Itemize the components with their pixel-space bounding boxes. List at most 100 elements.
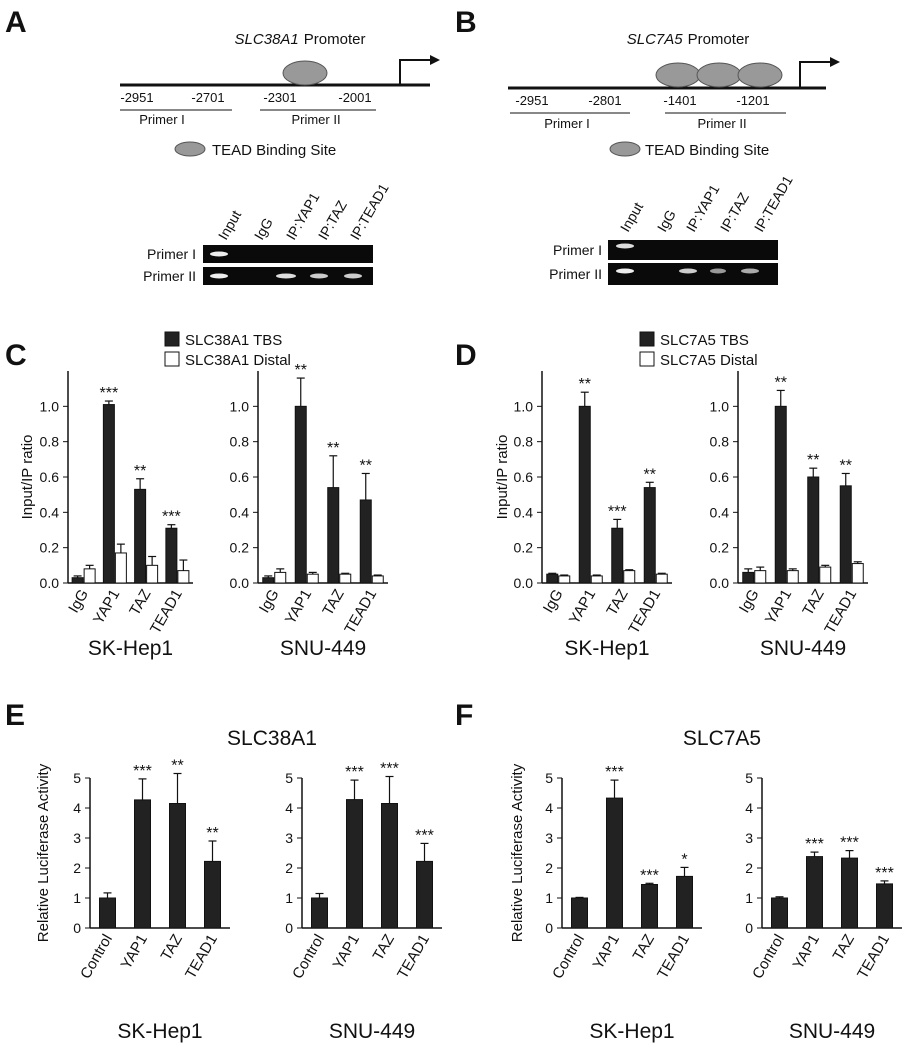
x-tick-label: TEAD1: [394, 932, 433, 982]
significance: ***: [415, 827, 434, 844]
y-tick-label: 0: [73, 920, 81, 936]
bar: [606, 797, 623, 929]
lane-label: IP:TEAD1: [751, 172, 796, 234]
tss-arrow: [799, 61, 832, 88]
legend-swatch: [164, 331, 180, 347]
bar: [146, 564, 159, 584]
bar: [262, 577, 275, 584]
y-tick-label: 1: [73, 890, 81, 906]
x-tick-label: TEAD1: [654, 932, 693, 982]
bar: [359, 499, 372, 584]
bar: [371, 575, 384, 584]
y-tick-label: 5: [745, 770, 753, 786]
x-axis-label: SK-Hep1: [117, 1020, 202, 1043]
x-tick-label: Control: [289, 932, 328, 982]
bar: [339, 573, 352, 584]
bar: [177, 570, 190, 584]
y-tick-label: 1.0: [230, 398, 250, 414]
band: [310, 273, 328, 279]
position: -1201: [736, 93, 769, 108]
y-tick-label: 1: [545, 890, 553, 906]
y-tick-label: 0.6: [514, 469, 534, 485]
significance: **: [840, 457, 852, 474]
band: [210, 251, 228, 257]
significance: ***: [100, 385, 119, 402]
significance: ***: [875, 865, 894, 882]
significance: ***: [840, 835, 859, 852]
x-tick-label: TEAD1: [821, 587, 860, 637]
x-tick-label: Control: [749, 932, 788, 982]
y-tick-label: 0.4: [514, 504, 534, 520]
panel-label: A: [5, 6, 27, 39]
band: [210, 273, 228, 279]
y-tick-label: 0: [545, 920, 553, 936]
y-tick-label: 3: [545, 830, 553, 846]
significance: ***: [805, 836, 824, 853]
legend-text: TEAD Binding Site: [645, 142, 769, 159]
position: -1401: [663, 93, 696, 108]
bar: [641, 884, 658, 929]
promoter-title: SLC7A5 Promoter: [627, 31, 750, 48]
position: -2301: [263, 90, 296, 105]
bar: [294, 405, 307, 584]
legend-swatch: [164, 351, 180, 367]
panel-label: B: [455, 6, 477, 39]
significance: **: [644, 466, 656, 483]
band: [616, 243, 634, 249]
y-tick-label: 0.2: [230, 540, 250, 556]
significance: ***: [608, 503, 627, 520]
y-tick-label: 0.2: [514, 540, 534, 556]
y-tick-label: 4: [73, 800, 81, 816]
position: -2701: [191, 90, 224, 105]
lane-label: Input: [617, 199, 646, 234]
x-tick-label: TAZ: [370, 932, 398, 964]
y-axis-label: Input/IP ratio: [19, 435, 36, 520]
y-tick-label: 0.2: [40, 540, 60, 556]
y-tick-label: 0.0: [40, 575, 60, 591]
primer-label: Primer I: [544, 116, 590, 131]
gel-strip: [203, 245, 373, 263]
bar: [754, 570, 767, 584]
bar: [327, 487, 340, 584]
bar: [99, 897, 116, 929]
x-tick-label: YAP1: [566, 587, 599, 628]
significance: ***: [345, 764, 364, 781]
suffix: Promoter: [688, 31, 750, 48]
y-tick-label: 0.8: [514, 434, 534, 450]
y-tick-label: 2: [745, 860, 753, 876]
promoter-diagram: SLC38A1 Promoter -2951 -2701 -2301 -2001 …: [120, 31, 440, 159]
legend-label: SLC7A5 TBS: [660, 332, 749, 349]
x-tick-label: TAZ: [126, 587, 154, 619]
x-tick-label: YAP1: [282, 587, 315, 628]
y-tick-label: 2: [285, 860, 293, 876]
row-label: Primer II: [143, 268, 196, 284]
bar: [623, 570, 636, 584]
x-tick-label: TEAD1: [182, 932, 221, 982]
bar: [571, 897, 588, 929]
panel-label: C: [5, 339, 27, 372]
y-tick-label: 0.4: [710, 504, 730, 520]
primer-label: Primer II: [291, 112, 340, 127]
row-label: Primer II: [549, 266, 602, 282]
x-tick-label: TAZ: [630, 932, 658, 964]
bar: [546, 573, 559, 584]
significance: **: [775, 374, 787, 391]
x-tick-label: TEAD1: [854, 932, 893, 982]
bar: [274, 571, 287, 584]
significance: **: [134, 463, 146, 480]
suffix: Promoter: [304, 31, 366, 48]
chart-title: SLC7A5: [683, 727, 761, 750]
bar: [771, 897, 788, 929]
tss-arrow: [399, 59, 432, 85]
legend-label: SLC38A1 TBS: [185, 332, 282, 349]
significance: **: [579, 376, 591, 393]
x-tick-label: YAP1: [790, 932, 823, 973]
bar: [134, 488, 147, 584]
band: [616, 268, 634, 274]
x-axis-label: SK-Hep1: [88, 637, 173, 660]
x-axis-label: SNU-449: [329, 1020, 415, 1043]
x-axis-label: SK-Hep1: [564, 637, 649, 660]
y-tick-label: 0.8: [40, 434, 60, 450]
y-tick-label: 0.4: [40, 504, 60, 520]
panel-label: D: [455, 339, 477, 372]
